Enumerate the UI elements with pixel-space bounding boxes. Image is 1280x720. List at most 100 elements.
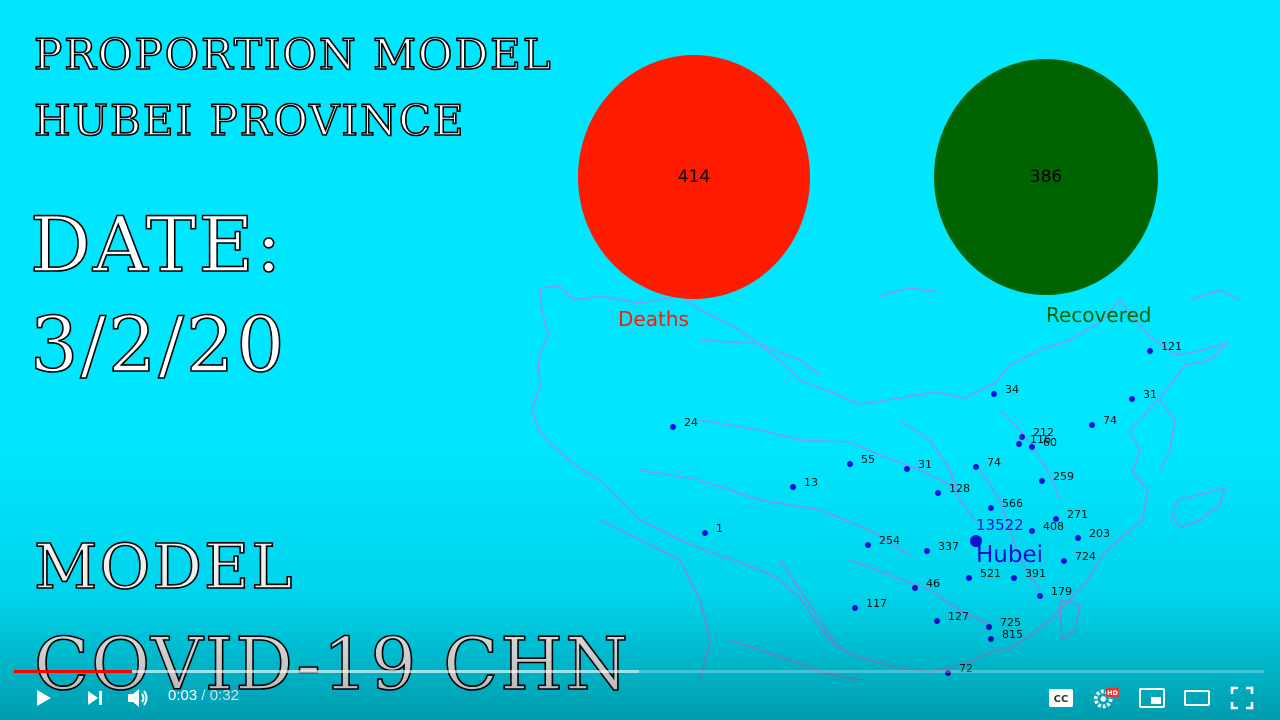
province-point-label: 46 bbox=[926, 577, 940, 590]
title-line-2: HUBEI PROVINCE bbox=[33, 95, 466, 146]
title-line-1: PROPORTION MODEL bbox=[33, 29, 553, 80]
province-point bbox=[934, 618, 940, 624]
province-point bbox=[1037, 593, 1043, 599]
fullscreen-icon bbox=[1230, 686, 1254, 710]
province-point bbox=[988, 505, 994, 511]
province-point-label: 1 bbox=[716, 522, 723, 535]
volume-icon bbox=[128, 689, 148, 707]
province-point bbox=[912, 585, 918, 591]
hubei-value: 13522 bbox=[976, 516, 1024, 534]
miniplayer-button[interactable] bbox=[1138, 684, 1166, 712]
played-fill bbox=[14, 670, 132, 673]
province-point-label: 212 bbox=[1033, 426, 1054, 439]
province-point-label: 24 bbox=[684, 416, 698, 429]
province-point-label: 179 bbox=[1051, 585, 1072, 598]
province-point bbox=[1016, 441, 1022, 447]
date-label: DATE: bbox=[29, 199, 284, 290]
province-point-label: 74 bbox=[987, 456, 1001, 469]
hubei-label: Hubei bbox=[976, 542, 1043, 568]
province-point bbox=[973, 464, 979, 470]
province-point-label: 34 bbox=[1005, 383, 1019, 396]
theater-icon bbox=[1184, 690, 1210, 706]
province-point bbox=[1053, 516, 1059, 522]
province-point-label: 271 bbox=[1067, 508, 1088, 521]
province-point-label: 31 bbox=[918, 458, 932, 471]
province-point bbox=[1019, 434, 1025, 440]
time-display: 0:03 / 0:32 bbox=[168, 687, 239, 704]
province-point bbox=[1147, 348, 1153, 354]
recovered-label: Recovered bbox=[1046, 303, 1152, 327]
province-point bbox=[904, 466, 910, 472]
province-point-label: 815 bbox=[1002, 628, 1023, 641]
province-point-label: 127 bbox=[948, 610, 969, 623]
province-point bbox=[790, 484, 796, 490]
captions-button[interactable]: CC bbox=[1047, 684, 1075, 712]
province-point-label: 74 bbox=[1103, 414, 1117, 427]
province-point bbox=[935, 490, 941, 496]
province-point-label: 254 bbox=[879, 534, 900, 547]
province-point-label: 72 bbox=[959, 662, 973, 675]
province-point bbox=[986, 624, 992, 630]
date-value: 3/2/20 bbox=[29, 299, 287, 390]
province-point bbox=[1061, 558, 1067, 564]
svg-text:CC: CC bbox=[1054, 694, 1069, 705]
deaths-label: Deaths bbox=[618, 307, 689, 331]
province-point-label: 337 bbox=[938, 540, 959, 553]
province-point-label: 203 bbox=[1089, 527, 1110, 540]
model-name: COVID-19 CHN bbox=[33, 621, 631, 707]
current-time: 0:03 bbox=[168, 687, 198, 704]
province-point-label: 121 bbox=[1161, 340, 1182, 353]
next-button[interactable] bbox=[81, 684, 109, 712]
miniplayer-icon bbox=[1139, 688, 1165, 708]
province-point bbox=[1129, 396, 1135, 402]
province-point-label: 31 bbox=[1143, 388, 1157, 401]
deaths-bubble: 414 bbox=[578, 55, 810, 299]
province-point bbox=[1029, 528, 1035, 534]
next-icon bbox=[88, 691, 102, 705]
province-point-label: 60 bbox=[1043, 436, 1057, 449]
province-point-label: 391 bbox=[1025, 567, 1046, 580]
fullscreen-button[interactable] bbox=[1228, 684, 1256, 712]
hubei-point bbox=[970, 535, 982, 547]
deaths-value: 414 bbox=[677, 167, 711, 187]
province-point-label: 566 bbox=[1002, 497, 1023, 510]
province-point bbox=[852, 605, 858, 611]
province-point bbox=[1075, 535, 1081, 541]
province-point-label: 408 bbox=[1043, 520, 1064, 533]
recovered-bubble: 386 bbox=[934, 59, 1158, 295]
province-point bbox=[991, 391, 997, 397]
province-point bbox=[847, 461, 853, 467]
captions-icon: CC bbox=[1049, 689, 1073, 707]
province-point-label: 128 bbox=[949, 482, 970, 495]
province-point-label: 521 bbox=[980, 567, 1001, 580]
recovered-value: 386 bbox=[1029, 167, 1063, 187]
province-point bbox=[670, 424, 676, 430]
province-point-label: 725 bbox=[1000, 616, 1021, 629]
province-point bbox=[702, 530, 708, 536]
province-point bbox=[1089, 422, 1095, 428]
settings-badge: HD bbox=[1107, 689, 1118, 697]
province-point bbox=[1039, 478, 1045, 484]
province-point-label: 259 bbox=[1053, 470, 1074, 483]
province-point bbox=[945, 670, 951, 676]
province-point bbox=[988, 636, 994, 642]
settings-button[interactable]: HD bbox=[1092, 684, 1120, 712]
buffer-fill bbox=[14, 670, 639, 673]
province-point-label: 117 bbox=[866, 597, 887, 610]
play-icon bbox=[37, 690, 51, 706]
province-point bbox=[924, 548, 930, 554]
province-point-label: 55 bbox=[861, 453, 875, 466]
progress-bar[interactable] bbox=[14, 670, 1264, 673]
settings-icon: HD bbox=[1093, 687, 1120, 709]
province-point bbox=[966, 575, 972, 581]
volume-button[interactable] bbox=[124, 684, 152, 712]
model-label: MODEL bbox=[33, 529, 295, 604]
province-point bbox=[1011, 575, 1017, 581]
play-button[interactable] bbox=[29, 684, 57, 712]
player-controls: 0:03 / 0:32 CC HD bbox=[0, 660, 1280, 720]
province-point-label: 116 bbox=[1030, 433, 1051, 446]
theater-button[interactable] bbox=[1183, 684, 1211, 712]
